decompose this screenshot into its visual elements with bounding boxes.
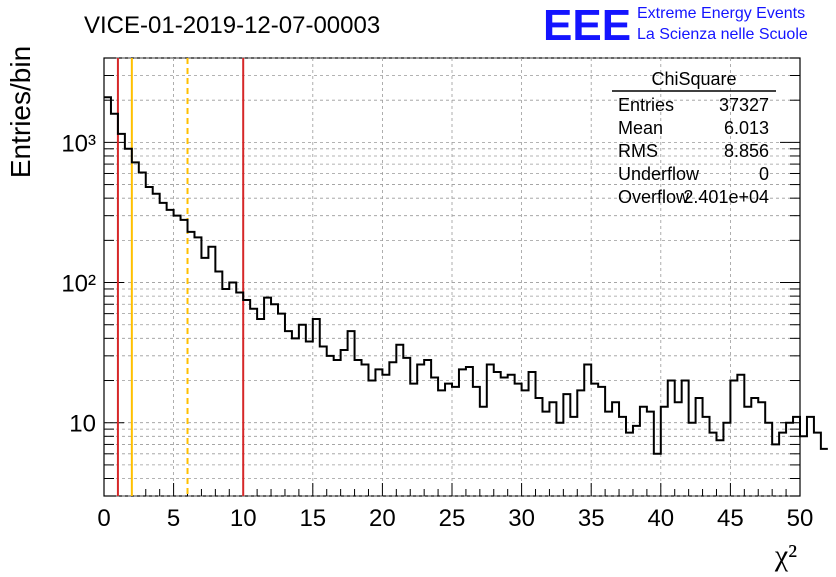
y-tick-label: 10 [69,411,96,438]
x-tick-label: 25 [439,505,466,532]
stats-value-mean: 6.013 [724,118,769,138]
x-tick-label: 50 [787,505,814,532]
stats-label-overflow: Overflow [618,187,690,207]
y-axis-label: Entries/bin [5,46,36,178]
stats-label-underflow: Underflow [618,164,700,184]
stats-value-entries: 37327 [719,95,769,115]
grid-lines [104,57,800,497]
x-tick-label: 15 [299,505,326,532]
x-tick-labels: 0 5 10 15 20 25 30 35 40 45 50 [97,505,813,532]
histogram-series [104,96,828,455]
y-tick-label: 10³ [61,130,96,157]
logo-letters: EEE [543,1,631,50]
x-tick-label: 35 [578,505,605,532]
x-tick-label: 5 [167,505,180,532]
x-tick-label: 10 [230,505,257,532]
stats-label-rms: RMS [618,141,658,161]
stats-box: ChiSquare Entries 37327 Mean 6.013 RMS 8… [612,69,776,207]
x-tick-label: 0 [97,505,110,532]
stats-value-overflow: 2.401e+04 [683,187,769,207]
chart-title: VICE-01-2019-12-07-00003 [84,12,380,39]
eee-logo: EEE Extreme Energy Events La Scienza nel… [543,1,808,50]
stats-label-entries: Entries [618,95,674,115]
logo-line-1: Extreme Energy Events [637,5,805,22]
x-tick-label: 20 [369,505,396,532]
threshold-lines [116,58,245,496]
stats-name: ChiSquare [651,69,736,89]
x-tick-label: 45 [717,505,744,532]
stats-value-underflow: 0 [759,164,769,184]
y-tick-labels: 10 10² 10³ [61,130,96,437]
y-tick-label: 10² [61,271,96,298]
stats-label-mean: Mean [618,118,663,138]
stats-value-rms: 8.856 [724,141,769,161]
x-tick-label: 30 [508,505,535,532]
x-tick-label: 40 [647,505,674,532]
logo-line-2: La Scienza nelle Scuole [637,26,808,43]
x-axis-label: χ² [774,539,797,572]
